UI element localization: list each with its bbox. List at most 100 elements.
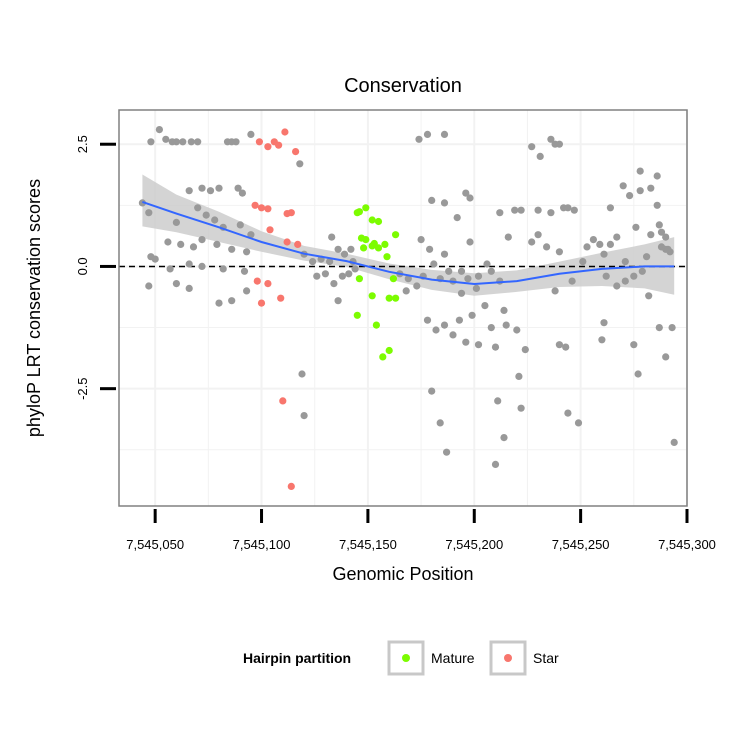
data-point [457, 289, 466, 297]
x-axis-title: Genomic Position [332, 564, 473, 584]
data-point-mature [383, 253, 391, 261]
data-point [636, 167, 644, 175]
data-point-star [257, 299, 266, 307]
data-point [334, 297, 342, 305]
data-point [328, 233, 336, 241]
data-point [247, 130, 255, 138]
x-tick-label: 7,545,150 [339, 537, 397, 552]
x-tick-label: 7,545,300 [658, 537, 716, 552]
data-point [185, 187, 193, 195]
data-point [462, 189, 470, 197]
data-point-mature [385, 346, 393, 355]
data-point [474, 341, 483, 349]
data-point [185, 284, 193, 292]
data-point [555, 341, 564, 349]
plot-panel [118, 109, 688, 507]
data-point [487, 324, 495, 332]
smooth-line-group [142, 200, 675, 286]
data-point [413, 282, 421, 290]
data-point [487, 267, 495, 275]
data-point [211, 216, 219, 224]
data-point [428, 387, 436, 395]
data-point [634, 370, 642, 378]
data-point [347, 245, 355, 253]
data-point [491, 343, 500, 351]
data-point-star [287, 482, 295, 490]
data-point [626, 192, 634, 200]
x-tick-label: 7,545,250 [552, 537, 610, 552]
data-point [670, 438, 678, 446]
data-point [551, 287, 559, 295]
data-point [598, 336, 606, 344]
data-point [351, 265, 359, 273]
data-point [472, 284, 480, 292]
data-point-mature [374, 217, 383, 226]
data-point [445, 267, 453, 275]
data-point [657, 228, 666, 236]
data-point [345, 270, 353, 278]
data-point-mature [392, 231, 400, 239]
data-point [630, 341, 638, 349]
data-point [436, 419, 444, 427]
data-point [194, 138, 202, 146]
data-point [243, 248, 251, 256]
data-point [202, 211, 210, 219]
data-point [219, 265, 227, 273]
data-point [655, 324, 663, 332]
x-tick-label: 7,545,050 [126, 537, 184, 552]
legend-item-mature: Mature [387, 640, 475, 676]
x-tick-label: 7,545,200 [445, 537, 503, 552]
data-point [338, 272, 346, 280]
data-point [534, 231, 542, 239]
data-point [606, 240, 615, 248]
data-point [213, 240, 221, 248]
data-point [238, 189, 246, 197]
data-point-star [255, 138, 263, 146]
data-point [147, 138, 155, 146]
panel-border [118, 109, 688, 507]
data-point [653, 201, 661, 209]
data-point [313, 272, 321, 280]
data-point [155, 126, 163, 134]
data-point [198, 236, 206, 244]
data-point [534, 206, 542, 214]
data-point [504, 233, 512, 241]
data-point [583, 243, 591, 251]
data-point-star [277, 294, 285, 302]
data-point-star [264, 280, 272, 288]
data-point [228, 138, 236, 146]
data-point [443, 448, 451, 456]
data-point [423, 316, 432, 324]
data-point [198, 184, 206, 192]
data-point [502, 321, 510, 329]
data-point-mature [362, 236, 370, 244]
data-point [215, 299, 223, 307]
legend-swatch-mature [402, 654, 410, 662]
data-point [194, 204, 202, 212]
x-axis: 7,545,050 7,545,100 7,545,150 7,545,200 7,54… [126, 509, 716, 552]
data-point [606, 204, 615, 212]
data-point [440, 199, 449, 207]
data-point-star [292, 148, 300, 156]
data-point [547, 209, 555, 217]
data-point [151, 255, 159, 263]
data-point-star [287, 209, 295, 217]
data-point [172, 280, 180, 288]
data-point-star [264, 143, 272, 151]
legend: Hairpin partition Mature Star [243, 640, 559, 676]
data-point [243, 287, 251, 295]
data-point [440, 250, 449, 258]
data-point [334, 245, 342, 253]
data-point [215, 184, 223, 192]
data-point [517, 206, 525, 214]
data-point [228, 245, 236, 253]
data-point-mature [392, 294, 400, 302]
data-point [579, 258, 587, 266]
data-point [172, 218, 180, 226]
y-tick-label: 2.5 [75, 135, 90, 153]
data-point [647, 231, 655, 239]
data-point [564, 409, 572, 417]
data-points [138, 126, 678, 490]
data-point [440, 130, 449, 138]
